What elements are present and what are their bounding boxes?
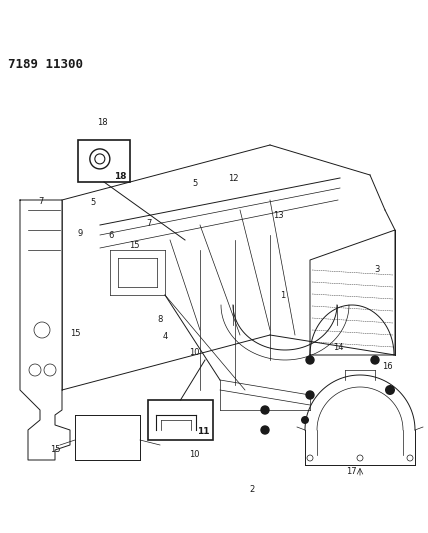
Text: 11: 11 <box>197 427 209 437</box>
Text: 14: 14 <box>333 343 343 352</box>
Circle shape <box>371 356 379 364</box>
Text: 12: 12 <box>228 174 238 183</box>
Text: 2: 2 <box>249 485 254 494</box>
Text: 17: 17 <box>346 467 356 476</box>
Text: 15: 15 <box>130 241 140 249</box>
Text: 18: 18 <box>114 173 127 181</box>
Text: 13: 13 <box>273 212 283 220</box>
Text: 6: 6 <box>109 231 114 240</box>
Bar <box>148 400 213 440</box>
Circle shape <box>306 356 314 364</box>
Text: 15: 15 <box>50 446 60 455</box>
Text: 8: 8 <box>158 316 163 324</box>
Text: 3: 3 <box>374 265 379 273</box>
Text: 18: 18 <box>98 118 108 127</box>
Text: 16: 16 <box>383 362 393 371</box>
Circle shape <box>301 416 309 424</box>
Text: 9: 9 <box>78 229 83 238</box>
Text: 7: 7 <box>146 220 152 228</box>
Text: 10: 10 <box>190 349 200 357</box>
Circle shape <box>385 385 395 395</box>
Text: 15: 15 <box>70 329 80 337</box>
Text: 4: 4 <box>162 333 167 341</box>
Text: 10: 10 <box>190 450 200 458</box>
Text: 7189 11300: 7189 11300 <box>8 58 83 71</box>
Text: 5: 5 <box>192 180 197 188</box>
Text: 1: 1 <box>280 292 285 300</box>
Circle shape <box>261 406 269 414</box>
Bar <box>78 140 130 182</box>
Circle shape <box>306 391 314 399</box>
Text: 7: 7 <box>38 197 43 206</box>
Text: 5: 5 <box>91 198 96 207</box>
Circle shape <box>261 426 269 434</box>
